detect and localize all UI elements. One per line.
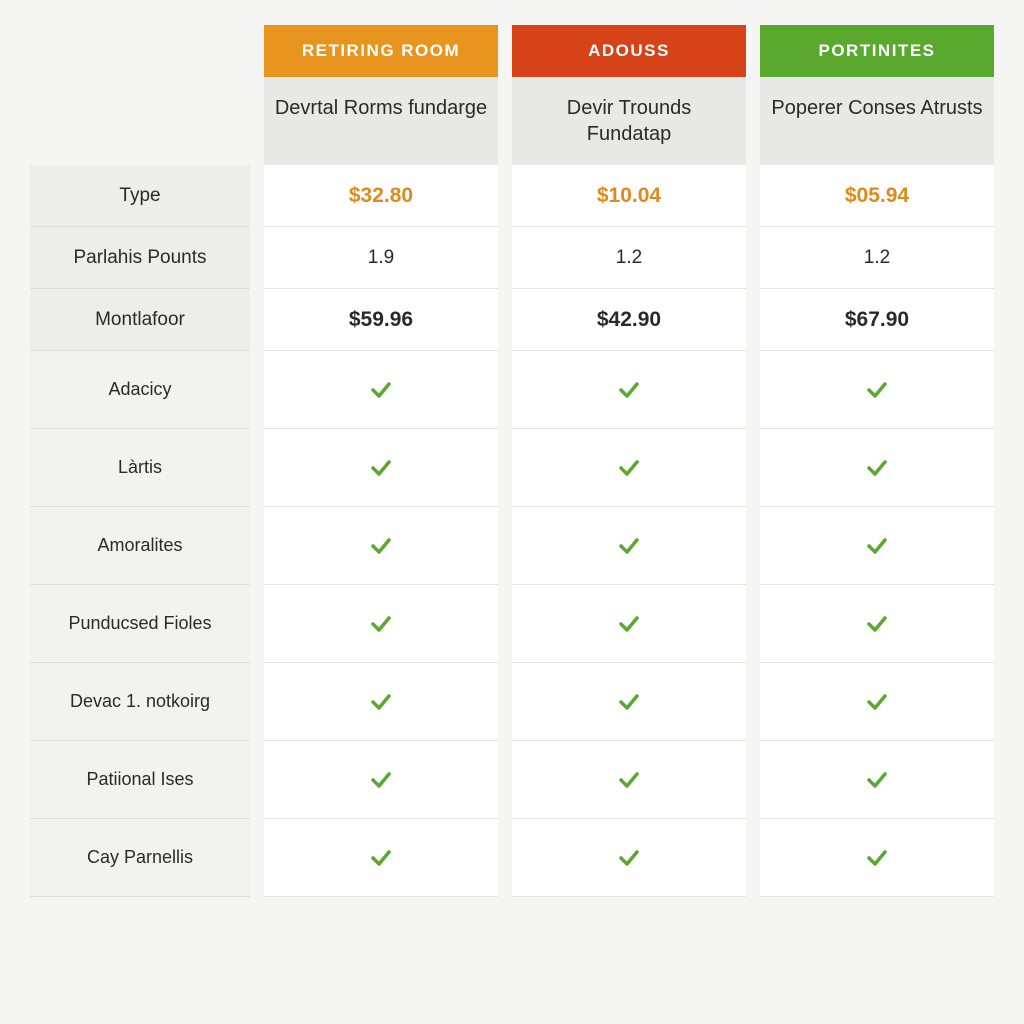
check-icon — [369, 534, 393, 558]
check-icon — [865, 690, 889, 714]
check-icon — [369, 612, 393, 636]
data-cell: $32.80 — [264, 165, 498, 227]
feature-cell — [264, 351, 498, 429]
check-icon — [369, 456, 393, 480]
plan-subheader-1: Devir Trounds Fundatap — [512, 77, 746, 165]
plan-header-1: ADOUSS — [512, 25, 746, 77]
check-icon — [369, 846, 393, 870]
check-icon — [369, 690, 393, 714]
subheader-empty — [30, 77, 250, 165]
feature-label: Patiional Ises — [30, 741, 250, 819]
comparison-table: RETIRING ROOM ADOUSS PORTINITES Devrtal … — [30, 25, 994, 897]
feature-label: Cay Parnellis — [30, 819, 250, 897]
check-icon — [865, 768, 889, 792]
check-icon — [617, 846, 641, 870]
check-icon — [617, 378, 641, 402]
feature-cell — [760, 429, 994, 507]
feature-cell — [760, 351, 994, 429]
feature-cell — [264, 585, 498, 663]
check-icon — [865, 612, 889, 636]
check-icon — [865, 846, 889, 870]
feature-cell — [512, 351, 746, 429]
feature-cell — [512, 585, 746, 663]
data-cell: $05.94 — [760, 165, 994, 227]
feature-cell — [760, 819, 994, 897]
feature-cell — [264, 741, 498, 819]
feature-cell — [512, 663, 746, 741]
feature-label: Làrtis — [30, 429, 250, 507]
check-icon — [617, 690, 641, 714]
data-cell: $10.04 — [512, 165, 746, 227]
feature-label: Punducsed Fioles — [30, 585, 250, 663]
data-cell: 1.2 — [760, 227, 994, 289]
plan-subheader-0: Devrtal Rorms fundarge — [264, 77, 498, 165]
data-cell: $42.90 — [512, 289, 746, 351]
check-icon — [369, 378, 393, 402]
check-icon — [865, 456, 889, 480]
feature-label: Adacicy — [30, 351, 250, 429]
check-icon — [617, 534, 641, 558]
feature-cell — [760, 585, 994, 663]
check-icon — [617, 456, 641, 480]
data-cell: $67.90 — [760, 289, 994, 351]
feature-cell — [760, 507, 994, 585]
row-label: Montlafoor — [30, 289, 250, 351]
plan-header-0: RETIRING ROOM — [264, 25, 498, 77]
plan-subheader-2: Poperer Conses Atrusts — [760, 77, 994, 165]
data-cell: 1.2 — [512, 227, 746, 289]
feature-cell — [264, 819, 498, 897]
data-cell: $59.96 — [264, 289, 498, 351]
feature-cell — [264, 429, 498, 507]
feature-cell — [264, 663, 498, 741]
feature-cell — [760, 741, 994, 819]
feature-cell — [264, 507, 498, 585]
check-icon — [617, 612, 641, 636]
row-label: Parlahis Pounts — [30, 227, 250, 289]
row-label: Type — [30, 165, 250, 227]
feature-cell — [512, 819, 746, 897]
feature-label: Amoralites — [30, 507, 250, 585]
feature-cell — [760, 663, 994, 741]
plan-header-2: PORTINITES — [760, 25, 994, 77]
check-icon — [617, 768, 641, 792]
feature-cell — [512, 507, 746, 585]
header-empty — [30, 25, 250, 77]
feature-cell — [512, 429, 746, 507]
data-cell: 1.9 — [264, 227, 498, 289]
check-icon — [865, 534, 889, 558]
feature-cell — [512, 741, 746, 819]
feature-label: Devac 1. notkoirg — [30, 663, 250, 741]
check-icon — [369, 768, 393, 792]
check-icon — [865, 378, 889, 402]
